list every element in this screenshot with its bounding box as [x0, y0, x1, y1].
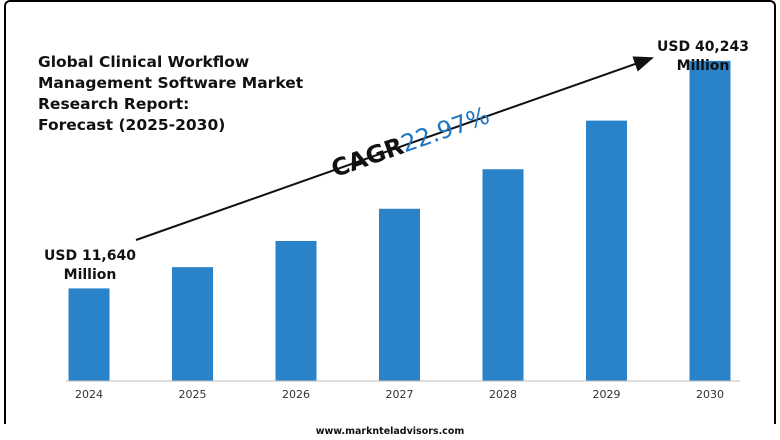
title-line: Management Software Market: [38, 74, 304, 92]
title-line: Forecast (2025-2030): [38, 116, 226, 134]
chart-frame: [4, 0, 776, 424]
x-tick-label: 2025: [179, 388, 207, 401]
bars-group: [68, 60, 731, 382]
bar-2024: [68, 288, 110, 381]
start-value-line1: USD 11,640: [44, 248, 136, 264]
x-tick-label: 2028: [489, 388, 517, 401]
bar-chart: 2024 2025 2026 2027 2028 2029 2030 CAGR 22.97%: [66, 56, 740, 401]
cagr-annotation: CAGR 22.97%: [328, 101, 493, 183]
bar-2029: [586, 120, 627, 381]
bar-2025: [172, 267, 213, 381]
chart-title: Global Clinical Workflow Management Soft…: [38, 52, 328, 136]
x-tick-label: 2024: [75, 388, 103, 401]
cagr-value: 22.97%: [397, 101, 493, 158]
title-line: Global Clinical Workflow: [38, 53, 250, 71]
bar-2027: [379, 208, 420, 381]
x-tick-label: 2027: [386, 388, 414, 401]
website-footer: www.marknteladvisors.com: [315, 426, 465, 437]
title-line: Research Report:: [38, 95, 190, 113]
cagr-label: CAGR: [328, 132, 407, 183]
x-tick-label: 2029: [593, 388, 621, 401]
start-value-callout: USD 11,640 Million: [38, 247, 142, 285]
end-value-line2: Million: [676, 58, 730, 74]
x-tick-labels: 2024 2025 2026 2027 2028 2029 2030: [75, 388, 724, 401]
bar-2026: [275, 240, 317, 381]
bar-2028: [482, 169, 524, 381]
end-value-callout: USD 40,243 Million: [648, 38, 758, 76]
x-tick-label: 2026: [282, 388, 310, 401]
end-value-line1: USD 40,243: [657, 39, 749, 55]
growth-arrow: [135, 56, 654, 241]
bar-2030: [689, 60, 731, 382]
x-tick-label: 2030: [696, 388, 724, 401]
start-value-line2: Million: [63, 267, 117, 283]
